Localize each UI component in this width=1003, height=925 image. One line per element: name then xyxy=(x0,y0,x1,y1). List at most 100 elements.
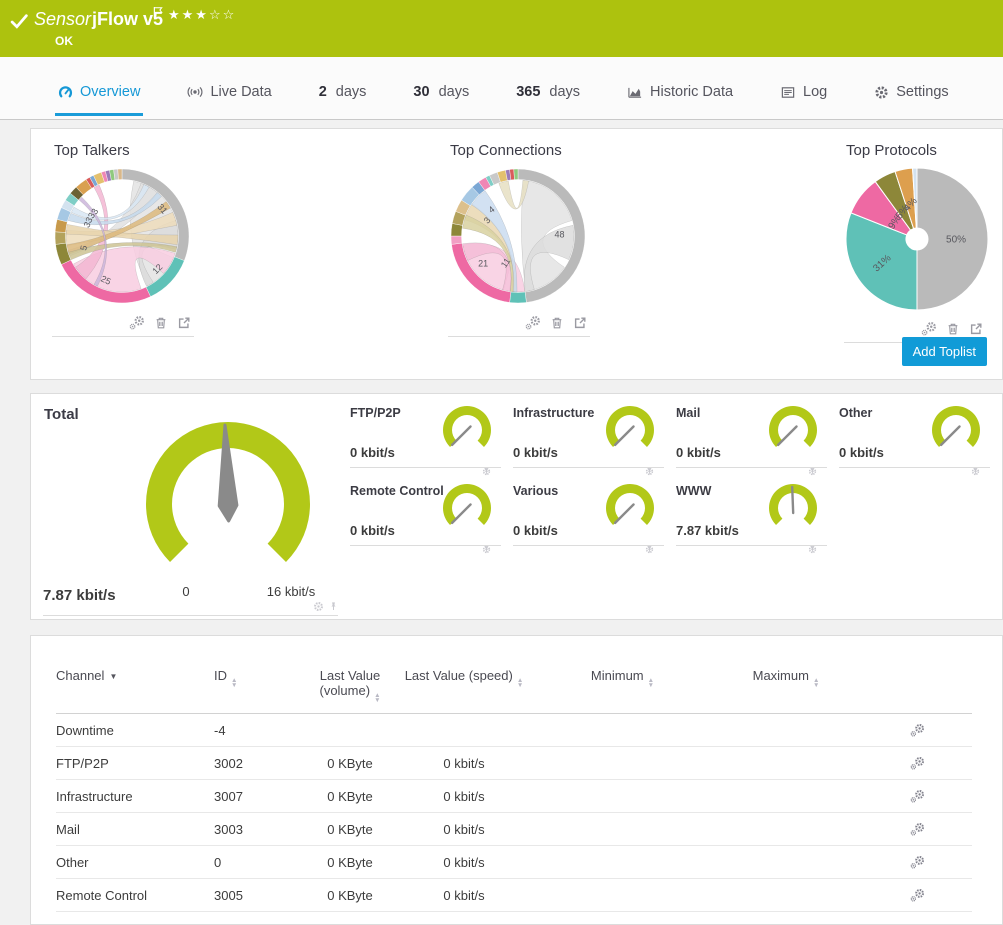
log-icon xyxy=(780,85,796,100)
tab-label: Overview xyxy=(80,84,141,100)
channel-settings-gears-icon[interactable] xyxy=(910,888,925,903)
table-row-remote-control[interactable]: Remote Control 3005 0 KByte 0 kbit/s xyxy=(56,878,972,913)
cell-channel: Other xyxy=(56,845,214,880)
open-external-icon[interactable] xyxy=(573,316,587,330)
gauge-cell-mail: Mail 0 kbit/s xyxy=(676,401,827,468)
tab-overview[interactable]: Overview xyxy=(54,84,144,116)
sensor-type-label: Sensor xyxy=(34,9,92,29)
cell-channel: Remote Control xyxy=(56,878,214,913)
tab-365-days[interactable]: 365 days xyxy=(516,84,580,100)
tab-log[interactable]: Log xyxy=(780,84,827,100)
pin-icon[interactable] xyxy=(808,467,817,476)
gauge-max-label: 16 kbit/s xyxy=(266,584,316,599)
channel-value: 7.87 kbit/s xyxy=(676,523,739,538)
pin-icon[interactable] xyxy=(482,467,491,476)
status-check-icon xyxy=(10,13,29,30)
toplists-panel: Top Talkers 31 12 25 5 3 3 3 3 Top Connections … xyxy=(30,128,1003,380)
delete-trash-icon[interactable] xyxy=(550,316,564,330)
svg-text:31: 31 xyxy=(155,202,169,216)
channel-settings-gears-icon[interactable] xyxy=(910,723,925,738)
tab-30-days[interactable]: 30 days xyxy=(413,84,469,100)
pin-icon[interactable] xyxy=(645,467,654,476)
priority-stars[interactable]: ★★★☆☆ xyxy=(168,7,237,22)
channel-value: 0 kbit/s xyxy=(350,445,395,460)
channel-settings-gears-icon[interactable] xyxy=(910,789,925,804)
cell-channel: Mail xyxy=(56,812,214,847)
pin-icon[interactable] xyxy=(645,545,654,554)
table-row-infrastructure[interactable]: Infrastructure 3007 0 KByte 0 kbit/s xyxy=(56,779,972,814)
tab-settings[interactable]: Settings xyxy=(874,84,949,100)
column-header-last-value-speed[interactable]: Last Value (speed) ▲ ▼ xyxy=(398,662,530,714)
delete-trash-icon[interactable] xyxy=(946,322,960,336)
channel-label: FTP/P2P xyxy=(350,406,401,420)
pin-icon[interactable] xyxy=(328,601,339,612)
column-header-maximum[interactable]: Maximum ▲ ▼ xyxy=(715,662,857,714)
channel-settings-gears-icon[interactable] xyxy=(910,822,925,837)
cell-min xyxy=(530,812,715,847)
channel-gauge-grid: FTP/P2P 0 kbit/s Infrastructure 0 kbit/s… xyxy=(350,401,990,546)
divider xyxy=(43,615,338,616)
cell-id: 3005 xyxy=(214,878,302,913)
cell-max xyxy=(715,746,857,781)
cell-max xyxy=(715,713,857,748)
svg-text:3: 3 xyxy=(89,207,100,216)
chart-icon xyxy=(627,85,643,100)
cell-max xyxy=(715,779,857,814)
svg-text:4: 4 xyxy=(486,204,496,215)
pin-icon[interactable] xyxy=(971,467,980,476)
column-header-id[interactable]: ID ▲ ▼ xyxy=(214,662,302,714)
tab-live-data[interactable]: Live Data xyxy=(187,84,272,100)
open-external-icon[interactable] xyxy=(177,316,191,330)
gauge-cell-various: Various 0 kbit/s xyxy=(513,479,664,546)
cell-min xyxy=(530,746,715,781)
sort-desc-icon: ▼ xyxy=(109,672,118,681)
tab-historic-data[interactable]: Historic Data xyxy=(627,84,733,100)
column-header-minimum[interactable]: Minimum ▲ ▼ xyxy=(530,662,715,714)
flag-icon[interactable] xyxy=(153,6,164,19)
column-header-last-value-volume[interactable]: Last Value (volume) ▲ ▼ xyxy=(302,662,398,714)
cell-speed xyxy=(398,713,530,748)
svg-text:3: 3 xyxy=(83,215,94,224)
cell-channel: Downtime xyxy=(56,713,214,748)
toplist-card-top-talkers: Top Talkers 31 12 25 5 3 3 3 3 xyxy=(52,142,194,343)
channel-settings-gears-icon[interactable] xyxy=(910,855,925,870)
cell-channel: FTP/P2P xyxy=(56,746,214,781)
svg-text:5: 5 xyxy=(78,244,89,251)
sort-icon: ▲ ▼ xyxy=(647,677,655,689)
tab-number: 30 xyxy=(413,84,430,100)
cell-min xyxy=(530,779,715,814)
channel-settings-gears-icon[interactable] xyxy=(525,315,541,331)
pin-icon[interactable] xyxy=(808,545,817,554)
top-connections-chord-chart[interactable]: 48 21 11 3 4 xyxy=(448,166,590,311)
delete-trash-icon[interactable] xyxy=(154,316,168,330)
open-external-icon[interactable] xyxy=(969,322,983,336)
top-protocols-pie-chart[interactable]: 50% 31% 9% 5% 4% xyxy=(844,166,989,317)
column-header-channel[interactable]: Channel ▼ xyxy=(56,662,214,714)
toplist-title: Top Connections xyxy=(450,142,562,159)
tab-2-days[interactable]: 2 days xyxy=(319,84,367,100)
toplist-title: Top Talkers xyxy=(54,142,130,159)
channel-settings-gears-icon[interactable] xyxy=(910,756,925,771)
gauge-cell-other: Other 0 kbit/s xyxy=(839,401,990,468)
top-talkers-chord-chart[interactable]: 31 12 25 5 3 3 3 3 xyxy=(52,166,194,311)
channel-label: WWW xyxy=(676,484,712,498)
tab-label: Settings xyxy=(896,84,949,100)
live-data-icon xyxy=(187,84,203,100)
gear-icon[interactable] xyxy=(313,601,324,612)
cell-max xyxy=(715,845,857,880)
channel-value: 0 kbit/s xyxy=(676,445,721,460)
channel-settings-gears-icon[interactable] xyxy=(129,315,145,331)
channel-value: 0 kbit/s xyxy=(513,523,558,538)
toplist-card-top-protocols: Top Protocols 50% 31% 9% 5% 4% xyxy=(844,142,989,343)
table-row-ftp-p2p[interactable]: FTP/P2P 3002 0 KByte 0 kbit/s xyxy=(56,746,972,781)
status-badge: OK xyxy=(55,34,73,48)
tab-bar: Overview Live Data 2 days 30 days 365 da… xyxy=(0,57,1003,120)
table-row-downtime[interactable]: Downtime -4 xyxy=(56,713,972,748)
cell-id: -4 xyxy=(214,713,302,748)
table-row-mail[interactable]: Mail 3003 0 KByte 0 kbit/s xyxy=(56,812,972,847)
pin-icon[interactable] xyxy=(482,545,491,554)
add-toplist-button[interactable]: Add Toplist xyxy=(901,337,987,366)
table-row-other[interactable]: Other 0 0 KByte 0 kbit/s xyxy=(56,845,972,880)
total-gauge xyxy=(138,414,318,599)
channel-settings-gears-icon[interactable] xyxy=(921,321,937,337)
